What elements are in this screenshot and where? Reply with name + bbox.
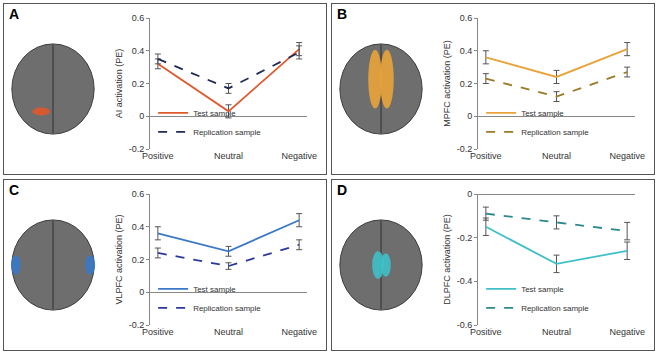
- svg-text:Test sample: Test sample: [193, 109, 236, 118]
- svg-text:-0.2: -0.2: [457, 233, 473, 243]
- svg-text:0: 0: [139, 111, 144, 121]
- svg-text:0: 0: [139, 287, 144, 297]
- svg-text:-0.2: -0.2: [129, 144, 145, 154]
- svg-text:0.6: 0.6: [132, 189, 145, 199]
- svg-text:0.4: 0.4: [132, 222, 145, 232]
- svg-text:DLPFC activation (PE): DLPFC activation (PE): [442, 214, 452, 305]
- svg-text:0: 0: [467, 189, 472, 199]
- svg-text:0.6: 0.6: [132, 13, 145, 23]
- svg-text:Positive: Positive: [142, 327, 174, 337]
- svg-text:0.2: 0.2: [132, 79, 145, 89]
- svg-text:Positive: Positive: [470, 151, 502, 161]
- svg-text:-0.6: -0.6: [457, 320, 473, 330]
- svg-text:Positive: Positive: [142, 151, 174, 161]
- svg-text:Positive: Positive: [470, 327, 502, 337]
- svg-text:Test sample: Test sample: [521, 109, 564, 118]
- svg-text:Negative: Negative: [281, 151, 317, 161]
- html-text:D: D: [337, 182, 348, 198]
- svg-text:Replication sample: Replication sample: [521, 304, 589, 313]
- svg-text:Negative: Negative: [609, 327, 645, 337]
- svg-text:0.6: 0.6: [460, 13, 473, 23]
- html-text:B: B: [337, 6, 348, 22]
- svg-text:Neutral: Neutral: [214, 327, 243, 337]
- svg-text:Test sample: Test sample: [193, 285, 236, 294]
- svg-text:Neutral: Neutral: [542, 151, 571, 161]
- svg-text:0.4: 0.4: [460, 46, 473, 56]
- svg-text:Test sample: Test sample: [521, 285, 564, 294]
- svg-text:AI activation (PE): AI activation (PE): [114, 49, 124, 119]
- html-text:A: A: [9, 6, 20, 22]
- svg-text:-0.2: -0.2: [457, 144, 473, 154]
- svg-text:Negative: Negative: [281, 327, 317, 337]
- svg-text:-0.2: -0.2: [129, 320, 145, 330]
- svg-text:Neutral: Neutral: [542, 327, 571, 337]
- svg-text:Replication sample: Replication sample: [521, 128, 589, 137]
- svg-text:MPFC activation (PE): MPFC activation (PE): [442, 40, 452, 127]
- svg-text:Replication sample: Replication sample: [193, 128, 261, 137]
- svg-text:Neutral: Neutral: [214, 151, 243, 161]
- svg-text:Negative: Negative: [609, 151, 645, 161]
- svg-text:0: 0: [467, 111, 472, 121]
- svg-text:VLPFC activation (PE): VLPFC activation (PE): [114, 214, 124, 304]
- svg-text:-0.4: -0.4: [457, 276, 473, 286]
- svg-text:0.2: 0.2: [132, 255, 145, 265]
- svg-text:0.4: 0.4: [132, 46, 145, 56]
- svg-text:0.2: 0.2: [460, 79, 473, 89]
- svg-text:Replication sample: Replication sample: [193, 304, 261, 313]
- html-text:C: C: [9, 182, 20, 198]
